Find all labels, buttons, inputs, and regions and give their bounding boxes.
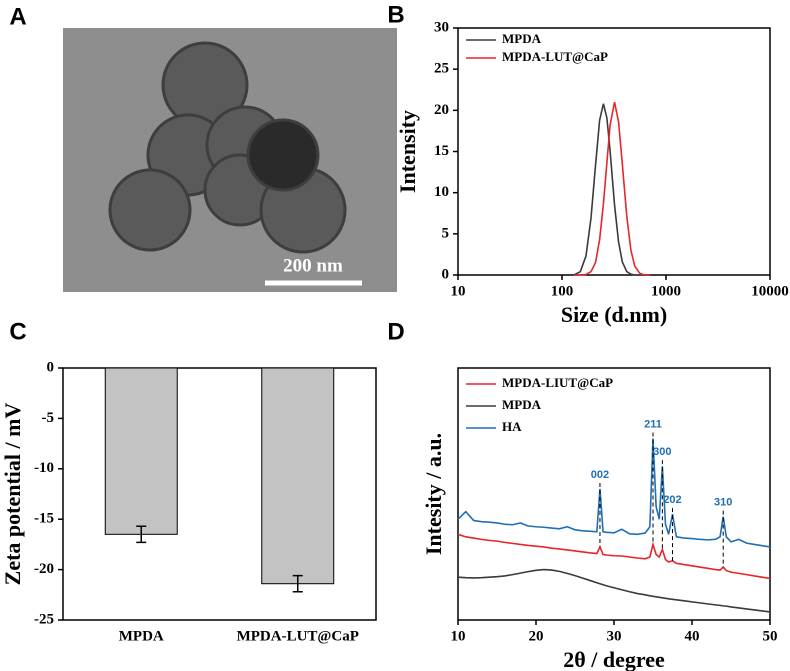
peak-label: 300	[653, 446, 671, 458]
x-tick-label: 30	[607, 628, 622, 644]
plot-frame	[62, 367, 377, 621]
particles	[108, 41, 347, 254]
y-tick-label: 10	[434, 184, 449, 200]
error-bar	[292, 574, 303, 593]
series-line	[457, 568, 771, 613]
peak-label: 310	[714, 497, 732, 509]
y-tick-label: 15	[434, 143, 449, 159]
legend-label: MPDA-LUT@CaP	[502, 49, 608, 64]
y-tick-label: -15	[34, 511, 54, 527]
panel-letter: B	[387, 1, 404, 28]
panel-letter: A	[9, 3, 26, 30]
peak-label: 211	[644, 418, 662, 430]
panel-letter: D	[387, 318, 404, 345]
x-axis-label: 2θ / degree	[563, 647, 665, 671]
y-axis-label: Intesity / a.u.	[421, 433, 446, 555]
series-line	[573, 103, 650, 276]
bar	[261, 367, 335, 585]
x-tick-label: 10	[451, 283, 466, 299]
series-line	[457, 438, 771, 548]
peak-label: 202	[663, 494, 681, 506]
series-line	[457, 533, 771, 580]
plot-frame	[457, 27, 771, 276]
bar	[104, 367, 178, 535]
y-tick-label: 25	[434, 61, 449, 77]
y-tick-label: -20	[34, 561, 54, 577]
y-tick-label: -25	[34, 611, 54, 627]
x-tick-label: 10000	[751, 283, 789, 299]
y-tick-label: -10	[34, 460, 54, 476]
scale-bar-label: 200 nm	[283, 255, 343, 276]
legend-label: MPDA	[502, 397, 542, 412]
x-tick-label: 100	[551, 283, 574, 299]
x-tick-label: 10	[451, 628, 466, 644]
x-tick-label: 1000	[651, 283, 681, 299]
peak-label: 002	[591, 469, 609, 481]
y-axis-label: Zeta potential / mV	[0, 403, 25, 586]
legend-label: HA	[502, 419, 522, 434]
x-tick-label: MPDA-LUT@CaP	[237, 628, 359, 644]
x-tick-label: 40	[685, 628, 700, 644]
x-tick-label: MPDA	[119, 628, 164, 644]
error-bar	[136, 525, 147, 544]
y-tick-label: 5	[442, 225, 450, 241]
y-axis-label: Intensity	[395, 110, 420, 193]
x-axis-label: Size (d.nm)	[561, 302, 667, 327]
y-tick-label: 30	[434, 19, 449, 35]
series-line	[573, 101, 650, 276]
legend-label: MPDA-LIUT@CaP	[502, 375, 613, 390]
y-tick-label: -5	[42, 410, 55, 426]
legend-label: MPDA	[502, 31, 542, 46]
x-tick-label: 20	[529, 628, 544, 644]
x-tick-label: 50	[763, 628, 778, 644]
y-tick-label: 20	[434, 102, 449, 118]
y-tick-label: 0	[442, 266, 450, 282]
panel-letter: C	[9, 318, 26, 345]
y-tick-label: 0	[47, 359, 55, 375]
